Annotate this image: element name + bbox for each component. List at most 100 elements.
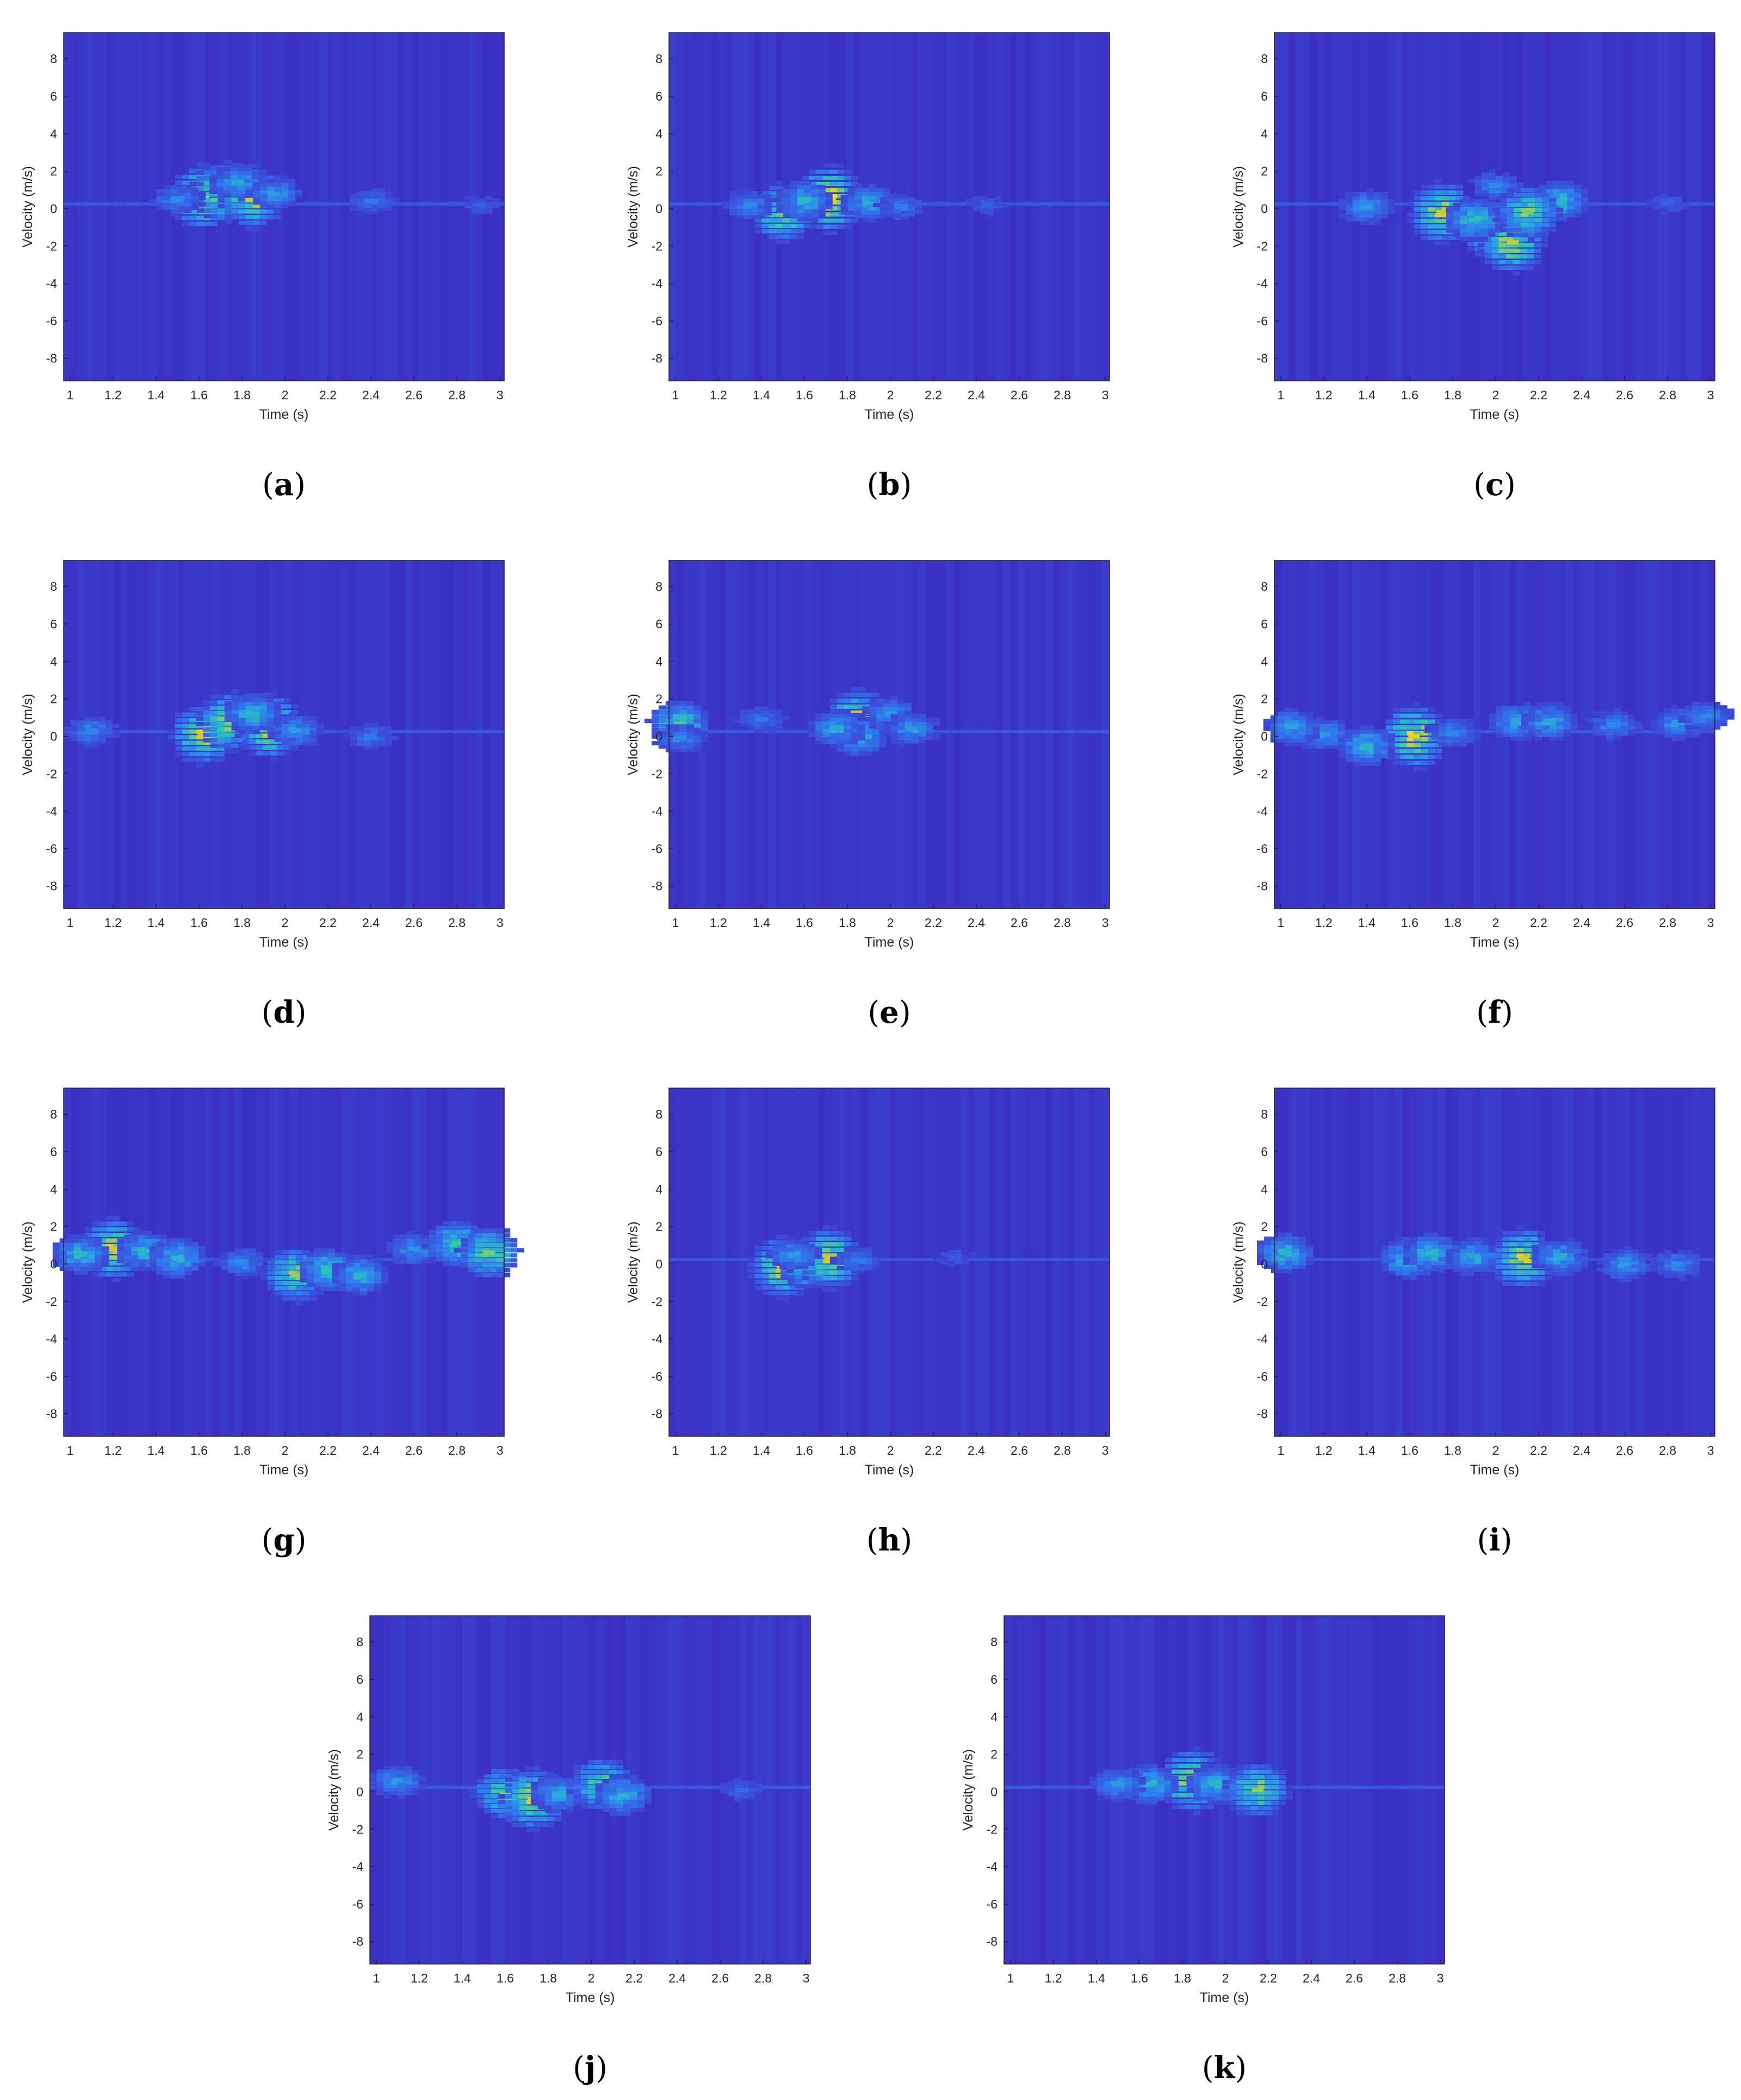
spectrogram-cell [210,757,218,762]
spectrogram-cell [1435,190,1442,195]
spectrogram-cell [274,182,282,187]
spectrogram-cell [972,196,980,200]
spectrogram-cell [1574,209,1582,214]
spectrogram-cell [321,1248,329,1253]
noise-stripe [1081,1088,1089,1436]
noise-stripe [1622,33,1630,381]
spectrogram-cell [1446,738,1453,743]
noise-stripe [1017,1088,1025,1436]
spectrogram-cell [869,702,877,707]
spectrogram-cell [794,1243,801,1248]
spectrogram-cell [1488,207,1496,212]
spectrogram-cell [897,739,905,744]
spectrogram-cell [904,718,912,722]
spectrogram-cell [436,1248,443,1252]
x-tick-label: 2 [282,388,289,402]
spectrogram-cell [858,1263,865,1268]
spectrogram-cell [1671,737,1678,742]
x-tick-label: 1.8 [839,916,856,930]
spectrogram-cell [73,1238,81,1243]
spectrogram-cell [1581,193,1589,197]
spectrogram-cell [754,1274,762,1278]
spectrogram-cell [761,712,769,717]
spectrogram-cell [393,1245,400,1250]
spectrogram-cell [429,1239,436,1244]
spectrogram-cell [1496,728,1503,733]
spectrogram-cell [503,1258,511,1263]
spectrogram-cell [66,1254,74,1259]
spectrogram-cell [245,226,253,231]
spectrogram-cell [321,1252,329,1257]
spectrogram-cell [894,215,901,220]
spectrogram-cell [865,1265,872,1270]
spectrogram-cell [284,751,292,756]
spectrogram-cell [245,220,253,225]
spectrogram-cell [1428,196,1435,201]
spectrogram-cell [865,1253,872,1258]
x-tick-label: 2.8 [448,388,466,402]
spectrogram-cell [106,727,113,731]
spectrogram-cell [175,718,183,723]
spectrogram-cell [883,702,891,707]
spectrogram-cell [1460,237,1467,242]
spectrogram-cell [339,1279,346,1284]
spectrogram-cell [830,1281,838,1286]
spectrogram-cell [231,174,238,179]
spectrogram-cell [829,699,837,703]
spectrogram-peak [852,1258,864,1263]
noise-stripe [1038,1088,1046,1436]
spectrogram-cell [281,186,289,191]
spectrogram-cell [274,713,281,718]
spectrogram-cell [794,1247,801,1252]
x-tick-label: 1.6 [1401,388,1418,402]
spectrogram-cell [288,712,296,717]
spectrogram-cell [203,165,211,170]
y-tick-label: 2 [655,1220,662,1234]
spectrogram-cell [837,1242,845,1247]
spectrogram-cell [1467,202,1474,207]
spectrogram-cell [274,734,282,738]
spectrogram-cell [414,1234,422,1239]
spectrogram-cell [776,1285,783,1290]
spectrogram-cell [252,164,260,169]
spectrogram-cell [1674,199,1682,204]
spectrogram-cell [184,202,192,207]
spectrogram-cell [1713,702,1721,707]
spectrogram-cell [830,169,838,174]
spectrogram-cell [729,207,737,212]
spectrogram-cell [429,1257,436,1262]
spectrogram-cell [163,1246,171,1251]
spectrogram-cell [783,189,791,194]
spectrogram-cell [210,208,218,213]
x-tick-label: 2.6 [1616,916,1633,930]
noise-stripe [960,560,968,909]
spectrogram-cell [1346,213,1353,218]
spectrogram-cell [263,1258,270,1263]
spectrogram-cell [804,224,811,228]
spectrogram-cell [503,1273,511,1277]
spectrogram-cell [288,737,296,742]
spectrogram-cell [342,1257,349,1262]
spectrogram-cell [1353,195,1360,200]
spectrogram-cell [464,201,472,206]
spectrogram-cell [52,1254,60,1259]
spectrogram-cell [80,1238,88,1243]
spectrogram-cell [814,1254,822,1259]
spectrogram-cell [1524,702,1532,707]
spectrogram-cell [1466,722,1474,727]
spectrogram-cell [106,733,113,738]
spectrogram-cell [915,200,922,205]
spectrogram-cell [274,716,282,721]
spectrogram-cell [754,712,761,717]
spectrogram-cell [823,163,831,168]
spectrogram-cell [224,740,232,745]
spectrogram-cell [1428,707,1435,712]
spectrogram-cell [374,1287,382,1292]
spectrogram-cell [797,209,804,214]
spectrogram-cell [1535,207,1542,212]
spectrogram-cell [1414,719,1421,724]
spectrogram-cell [1495,195,1503,200]
spectrogram-peak [247,712,259,717]
noise-stripe [419,33,426,381]
spectrogram-cell [1614,728,1621,732]
